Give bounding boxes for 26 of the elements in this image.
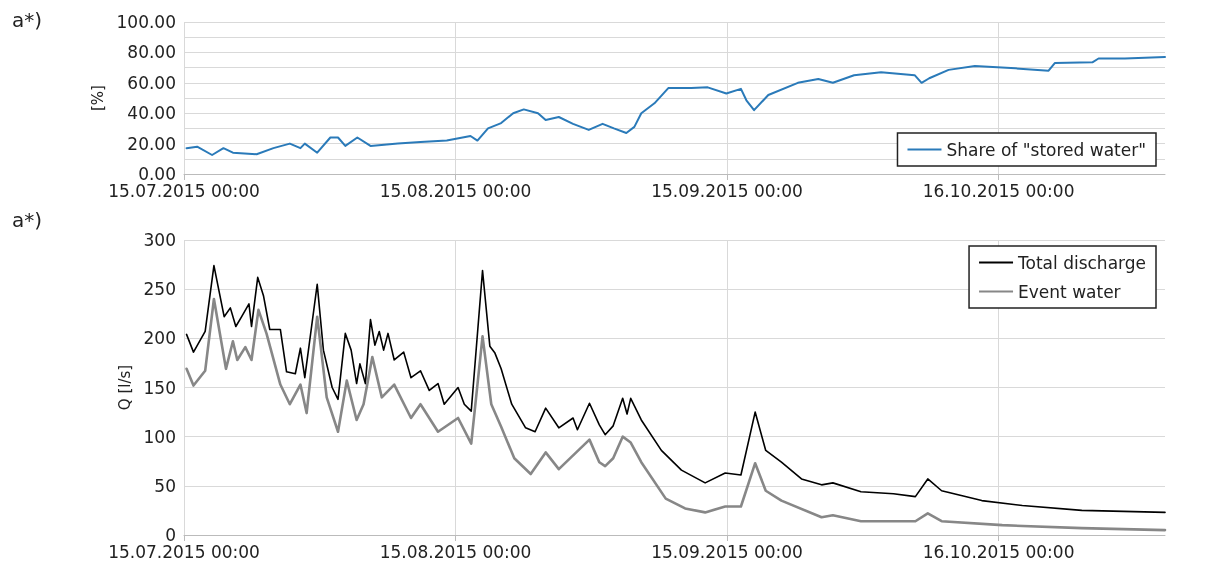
line-series	[185, 55, 1166, 156]
line-series	[185, 297, 1167, 532]
y-tick-label: 50	[154, 475, 176, 496]
legend-label: Share of "stored water"	[946, 139, 1147, 160]
y-axis-title: [%]	[89, 85, 108, 111]
x-tick-label: 16.10.2015 00:00	[922, 541, 1075, 562]
x-tick-label: 15.09.2015 00:00	[651, 180, 803, 201]
y-tick-label: 60.00	[127, 72, 176, 93]
y-tick-label: 300	[143, 230, 176, 250]
x-tick-label: 16.10.2015 00:00	[922, 180, 1075, 201]
y-tick-label: 20.00	[127, 133, 176, 154]
y-tick-label: 200	[143, 328, 176, 349]
y-tick-label: 100	[143, 426, 176, 447]
legend-label: Event water	[1018, 281, 1121, 302]
text: a*)	[12, 208, 43, 232]
x-tick-label: 15.08.2015 00:00	[379, 180, 532, 201]
y-tick-label: 40.00	[127, 103, 176, 124]
y-tick-label: 250	[143, 279, 176, 300]
x-tick-label: 15.09.2015 00:00	[651, 541, 803, 562]
y-tick-label: 150	[143, 377, 176, 398]
y-tick-label: 100.00	[116, 12, 176, 32]
text: a*)	[12, 8, 43, 32]
x-tick-label: 15.08.2015 00:00	[379, 541, 532, 562]
legend-label: Total discharge	[1017, 252, 1147, 273]
y-tick-label: 80.00	[127, 42, 176, 63]
y-axis-title: Q [l/s]	[115, 364, 134, 411]
